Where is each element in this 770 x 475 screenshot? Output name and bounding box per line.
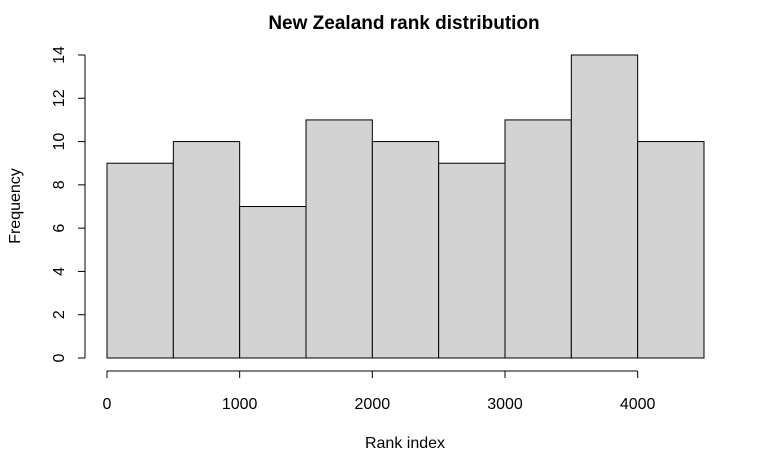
y-axis: 0 2 4 6 8 10 12 14 — [51, 46, 86, 362]
chart-title: New Zealand rank distribution — [268, 13, 539, 34]
bars-group — [106, 54, 705, 359]
x-tick-label-3: 3000 — [487, 396, 523, 413]
histogram-bar-4 — [371, 141, 440, 359]
histogram-bar-6 — [504, 119, 572, 359]
x-axis: 0 1000 2000 3000 4000 — [103, 370, 656, 413]
y-tick-label-6: 12 — [51, 89, 68, 107]
y-tick-label-0: 0 — [51, 353, 68, 362]
histogram-bar-2 — [239, 206, 307, 359]
y-tick-label-7: 14 — [51, 46, 68, 64]
histogram-bar-0 — [106, 162, 174, 359]
histogram-bar-5 — [438, 162, 506, 359]
y-tick-label-1: 2 — [51, 310, 68, 319]
y-tick-label-4: 8 — [51, 180, 68, 189]
y-tick-label-2: 4 — [51, 267, 68, 276]
y-axis-label: Frequency — [7, 168, 24, 244]
y-tick-label-5: 10 — [51, 133, 68, 151]
y-tick-label-3: 6 — [51, 224, 68, 233]
histogram-bar-1 — [172, 141, 241, 359]
x-tick-label-4: 4000 — [620, 396, 656, 413]
x-tick-label-2: 2000 — [355, 396, 391, 413]
histogram-bar-8 — [637, 141, 705, 359]
histogram-bar-7 — [570, 54, 639, 359]
histogram-bar-3 — [305, 119, 373, 359]
x-axis-label: Rank index — [365, 435, 445, 452]
x-tick-label-1: 1000 — [222, 396, 258, 413]
x-tick-label-0: 0 — [103, 396, 112, 413]
